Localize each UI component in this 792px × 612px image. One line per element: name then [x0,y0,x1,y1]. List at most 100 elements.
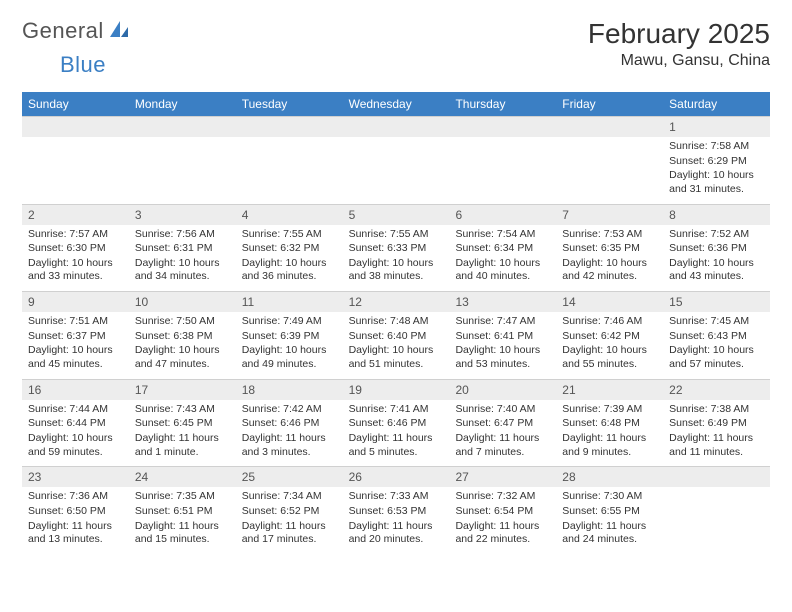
day-cell: 16Sunrise: 7:44 AMSunset: 6:44 PMDayligh… [22,380,129,467]
sunrise-line: Sunrise: 7:55 AM [242,228,337,242]
day-content: Sunrise: 7:33 AMSunset: 6:53 PMDaylight:… [343,487,450,554]
sunset-line: Sunset: 6:48 PM [562,417,657,431]
daylight-line: Daylight: 10 hours and 40 minutes. [455,257,550,284]
sunset-line: Sunset: 6:31 PM [135,242,230,256]
sunrise-line: Sunrise: 7:42 AM [242,403,337,417]
daylight-line: Daylight: 11 hours and 9 minutes. [562,432,657,459]
sunset-line: Sunset: 6:46 PM [242,417,337,431]
logo: General [22,18,132,44]
weekday-header: Sunday [22,92,129,116]
sunset-line: Sunset: 6:37 PM [28,330,123,344]
day-cell [22,117,129,204]
logo-text-blue: Blue [60,52,106,77]
daylight-line: Daylight: 11 hours and 17 minutes. [242,520,337,547]
day-cell: 20Sunrise: 7:40 AMSunset: 6:47 PMDayligh… [449,380,556,467]
day-content: Sunrise: 7:53 AMSunset: 6:35 PMDaylight:… [556,225,663,292]
sunrise-line: Sunrise: 7:41 AM [349,403,444,417]
day-number: 8 [663,205,770,225]
day-number: 17 [129,380,236,400]
daylight-line: Daylight: 10 hours and 31 minutes. [669,169,764,196]
sunrise-line: Sunrise: 7:54 AM [455,228,550,242]
sunrise-line: Sunrise: 7:55 AM [349,228,444,242]
day-number: 24 [129,467,236,487]
day-number: 25 [236,467,343,487]
sunset-line: Sunset: 6:49 PM [669,417,764,431]
daylight-line: Daylight: 11 hours and 15 minutes. [135,520,230,547]
logo-text-general: General [22,18,104,44]
sunrise-line: Sunrise: 7:33 AM [349,490,444,504]
sunrise-line: Sunrise: 7:32 AM [455,490,550,504]
sunrise-line: Sunrise: 7:39 AM [562,403,657,417]
day-cell: 9Sunrise: 7:51 AMSunset: 6:37 PMDaylight… [22,292,129,379]
week-row: 1Sunrise: 7:58 AMSunset: 6:29 PMDaylight… [22,116,770,204]
daylight-line: Daylight: 10 hours and 59 minutes. [28,432,123,459]
daylight-line: Daylight: 10 hours and 34 minutes. [135,257,230,284]
day-number: 5 [343,205,450,225]
sunrise-line: Sunrise: 7:52 AM [669,228,764,242]
day-cell: 27Sunrise: 7:32 AMSunset: 6:54 PMDayligh… [449,467,556,554]
day-number: 4 [236,205,343,225]
day-cell [343,117,450,204]
day-number: 3 [129,205,236,225]
day-cell: 22Sunrise: 7:38 AMSunset: 6:49 PMDayligh… [663,380,770,467]
sunrise-line: Sunrise: 7:47 AM [455,315,550,329]
daylight-line: Daylight: 10 hours and 33 minutes. [28,257,123,284]
daylight-line: Daylight: 11 hours and 5 minutes. [349,432,444,459]
sunset-line: Sunset: 6:43 PM [669,330,764,344]
day-number: 26 [343,467,450,487]
day-number: 19 [343,380,450,400]
daylight-line: Daylight: 10 hours and 38 minutes. [349,257,444,284]
daylight-line: Daylight: 10 hours and 55 minutes. [562,344,657,371]
sunset-line: Sunset: 6:47 PM [455,417,550,431]
sunrise-line: Sunrise: 7:51 AM [28,315,123,329]
daylight-line: Daylight: 10 hours and 49 minutes. [242,344,337,371]
sunset-line: Sunset: 6:45 PM [135,417,230,431]
day-cell [663,467,770,554]
day-cell: 13Sunrise: 7:47 AMSunset: 6:41 PMDayligh… [449,292,556,379]
sunrise-line: Sunrise: 7:45 AM [669,315,764,329]
sunset-line: Sunset: 6:42 PM [562,330,657,344]
day-number: 2 [22,205,129,225]
week-row: 16Sunrise: 7:44 AMSunset: 6:44 PMDayligh… [22,379,770,467]
day-number: 11 [236,292,343,312]
day-number: 7 [556,205,663,225]
empty-day-bar [236,117,343,137]
daylight-line: Daylight: 11 hours and 22 minutes. [455,520,550,547]
day-cell: 25Sunrise: 7:34 AMSunset: 6:52 PMDayligh… [236,467,343,554]
day-content: Sunrise: 7:51 AMSunset: 6:37 PMDaylight:… [22,312,129,379]
sunset-line: Sunset: 6:39 PM [242,330,337,344]
daylight-line: Daylight: 10 hours and 45 minutes. [28,344,123,371]
day-number: 6 [449,205,556,225]
day-number: 9 [22,292,129,312]
daylight-line: Daylight: 11 hours and 7 minutes. [455,432,550,459]
sunrise-line: Sunrise: 7:57 AM [28,228,123,242]
day-number: 23 [22,467,129,487]
sunset-line: Sunset: 6:34 PM [455,242,550,256]
sunset-line: Sunset: 6:44 PM [28,417,123,431]
day-cell: 3Sunrise: 7:56 AMSunset: 6:31 PMDaylight… [129,205,236,292]
day-content: Sunrise: 7:55 AMSunset: 6:33 PMDaylight:… [343,225,450,292]
sunrise-line: Sunrise: 7:58 AM [669,140,764,154]
day-content: Sunrise: 7:47 AMSunset: 6:41 PMDaylight:… [449,312,556,379]
day-content: Sunrise: 7:49 AMSunset: 6:39 PMDaylight:… [236,312,343,379]
day-cell: 6 Sunrise: 7:54 AMSunset: 6:34 PMDaylight… [449,205,556,292]
day-content: Sunrise: 7:50 AMSunset: 6:38 PMDaylight:… [129,312,236,379]
day-content: Sunrise: 7:44 AMSunset: 6:44 PMDaylight:… [22,400,129,467]
sunrise-line: Sunrise: 7:50 AM [135,315,230,329]
sunrise-line: Sunrise: 7:49 AM [242,315,337,329]
daylight-line: Daylight: 10 hours and 51 minutes. [349,344,444,371]
sunset-line: Sunset: 6:32 PM [242,242,337,256]
sunset-line: Sunset: 6:41 PM [455,330,550,344]
day-content: Sunrise: 7:56 AMSunset: 6:31 PMDaylight:… [129,225,236,292]
day-cell [449,117,556,204]
day-content: Sunrise: 7:40 AMSunset: 6:47 PMDaylight:… [449,400,556,467]
sunset-line: Sunset: 6:46 PM [349,417,444,431]
day-content: Sunrise: 7:43 AMSunset: 6:45 PMDaylight:… [129,400,236,467]
sunset-line: Sunset: 6:40 PM [349,330,444,344]
day-cell: 11Sunrise: 7:49 AMSunset: 6:39 PMDayligh… [236,292,343,379]
day-content: Sunrise: 7:30 AMSunset: 6:55 PMDaylight:… [556,487,663,554]
day-cell: 19 Sunrise: 7:41 AMSunset: 6:46 PMDayligh… [343,380,450,467]
day-content: Sunrise: 7:55 AMSunset: 6:32 PMDaylight:… [236,225,343,292]
daylight-line: Daylight: 11 hours and 11 minutes. [669,432,764,459]
day-content: Sunrise: 7:35 AMSunset: 6:51 PMDaylight:… [129,487,236,554]
